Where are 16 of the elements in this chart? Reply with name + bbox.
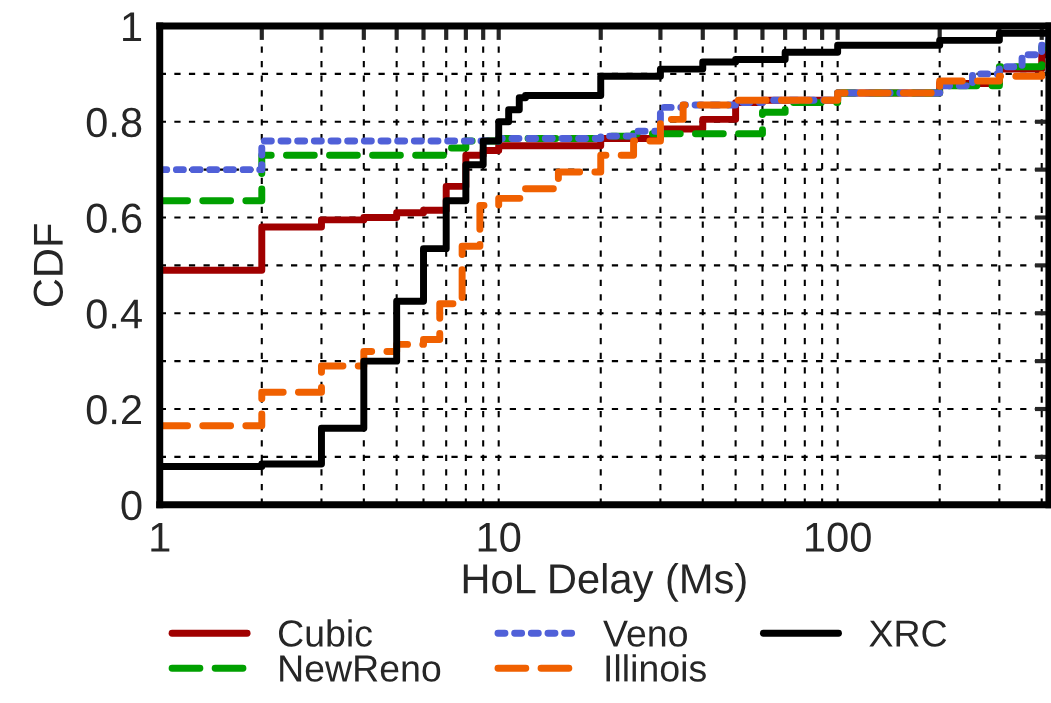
legend-label: Illinois bbox=[606, 654, 706, 682]
legend-label: Cubic bbox=[279, 619, 372, 647]
y-tick-label: 0.8 bbox=[86, 107, 142, 138]
legend-label: Veno bbox=[603, 620, 687, 647]
y-tick-label: 1 bbox=[123, 12, 142, 42]
x-tick-label: 1 bbox=[151, 522, 170, 552]
x-tick-label: 10 bbox=[478, 522, 521, 553]
x-axis-title: HoL Delay (Ms) bbox=[463, 563, 746, 602]
y-tick-label: 0 bbox=[121, 490, 142, 521]
y-tick-label: 0.2 bbox=[86, 395, 141, 425]
legend-label: XRC bbox=[869, 620, 947, 647]
y-axis-title: CDF bbox=[33, 224, 64, 307]
x-tick-label: 100 bbox=[806, 522, 871, 553]
legend-label: NewReno bbox=[280, 655, 441, 682]
y-tick-label: 0.6 bbox=[86, 203, 142, 234]
y-tick-label: 0.4 bbox=[86, 299, 142, 329]
